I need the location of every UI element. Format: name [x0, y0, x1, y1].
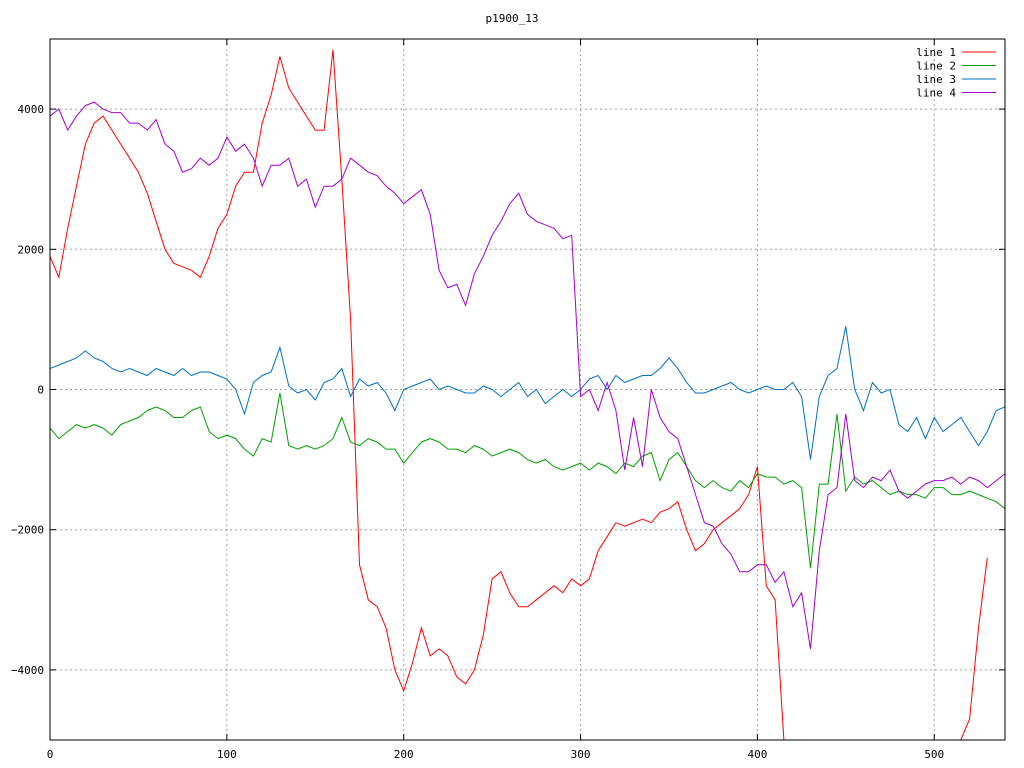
grid [49, 39, 1005, 740]
x-tick-label: 300 [571, 748, 591, 761]
series-group [50, 49, 1005, 740]
series-line-4-line [50, 101, 1005, 649]
legend-label: line 3 [916, 73, 956, 86]
y-tick-label: 4000 [18, 103, 45, 116]
y-tick-label: 0 [37, 384, 44, 397]
legend-label: line 4 [916, 87, 956, 100]
series-line-1-line [50, 49, 988, 740]
series-line-3-line [50, 326, 1005, 460]
x-tick-label: 0 [47, 748, 54, 761]
plot-frame [49, 38, 1006, 741]
y-tick-label: 2000 [18, 243, 45, 256]
chart-title: p1900_13 [486, 12, 539, 25]
x-tick-label: 500 [924, 748, 944, 761]
x-tick-label: 400 [747, 748, 767, 761]
y-tick-label: −2000 [11, 524, 44, 537]
y-tick-label: −4000 [11, 664, 44, 677]
legend-label: line 2 [916, 60, 956, 73]
axes: −4000 −2000 0 2000 4000 0 100 200 300 400 500 [11, 39, 1005, 761]
series-line-2-line [50, 392, 1005, 569]
legend-label: line 1 [916, 46, 956, 59]
x-tick-label: 100 [217, 748, 237, 761]
x-tick-label: 200 [394, 748, 414, 761]
